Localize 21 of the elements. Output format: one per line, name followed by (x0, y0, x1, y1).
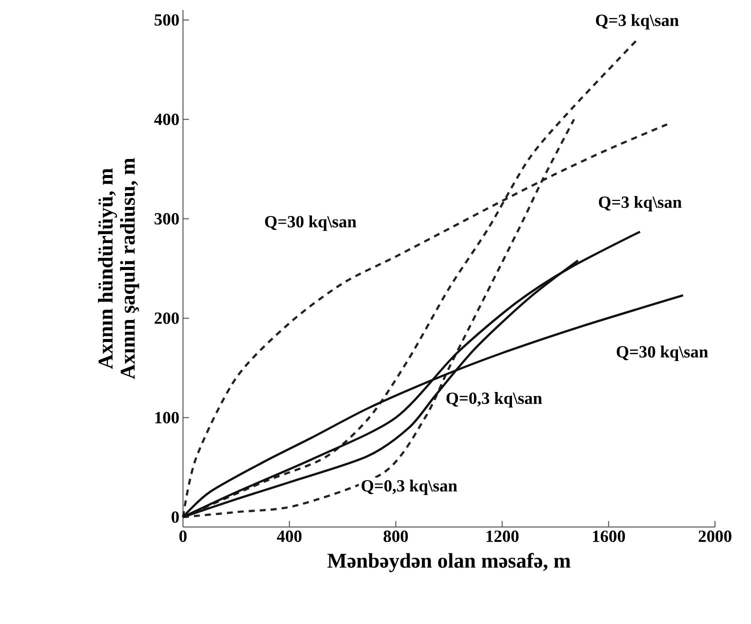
y-tick-label: 300 (154, 213, 179, 225)
x-tick-label: 800 (384, 530, 408, 542)
x-axis-title: Mənbəydən olan məsafə, m (327, 552, 571, 572)
x-tick-label: 400 (276, 530, 302, 542)
series-label: Q=3 kq\san (596, 14, 679, 30)
text: Axının hündürlüyü, m (98, 168, 118, 369)
x-tick-label: 1600 (592, 530, 625, 542)
series-label: Q=0,3 kq\san (362, 480, 458, 496)
y-tick-label: 400 (154, 114, 179, 126)
x-tick-label: 1200 (486, 530, 519, 542)
y-tick-label: 100 (155, 412, 179, 424)
y-tick-label: 0 (172, 511, 179, 523)
x-tick-label: 2000 (698, 530, 732, 542)
series-label: Q=30 kq\san (616, 346, 708, 362)
series-label: Q=3 kq\san (598, 196, 682, 212)
series-label: Q=0,3 kq\san (446, 392, 542, 408)
x-tick-label: 0 (179, 530, 187, 542)
y-tick-label: 200 (154, 312, 179, 324)
y-tick-label: 500 (154, 14, 179, 26)
text: Axının şaquli radiusu, m (120, 158, 140, 380)
text: Q=30 kq\san (265, 215, 356, 231)
